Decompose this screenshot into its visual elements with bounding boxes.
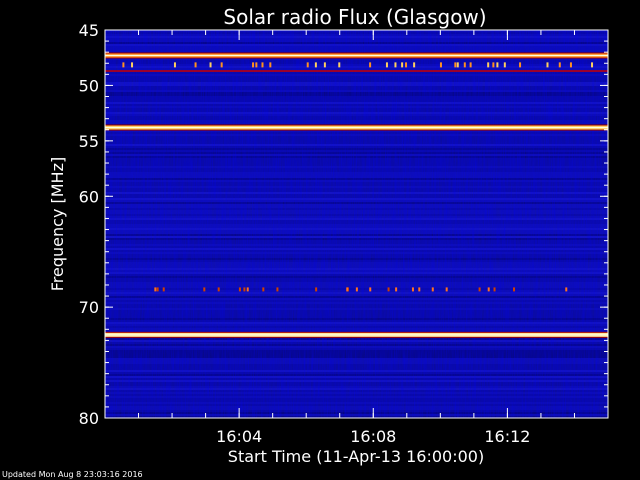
chart-title: Solar radio Flux (Glasgow) — [223, 5, 486, 29]
burst-dot — [217, 287, 220, 292]
band-core — [105, 126, 608, 129]
burst-dot — [355, 287, 358, 292]
burst-dot — [513, 287, 516, 292]
burst-dot — [401, 62, 404, 68]
burst-dot — [262, 287, 265, 292]
burst-dot — [431, 287, 434, 292]
x-tick-label: 16:12 — [484, 427, 530, 446]
burst-dot — [478, 287, 481, 292]
plot-frame — [104, 29, 609, 419]
burst-dot — [338, 62, 341, 68]
y-axis-label: Frequency [MHz] — [48, 157, 67, 291]
burst-dot — [246, 287, 249, 292]
burst-dot — [194, 62, 197, 68]
burst-dot — [252, 62, 255, 68]
burst-dot — [469, 62, 472, 68]
band-core — [105, 334, 608, 336]
burst-dot — [454, 62, 457, 68]
burst-dot — [122, 62, 125, 68]
burst-dot — [519, 62, 522, 68]
y-tick-label: 70 — [79, 298, 99, 317]
x-tick-label: 16:08 — [350, 427, 396, 446]
burst-dot — [411, 287, 414, 292]
y-tick-label: 60 — [79, 187, 99, 206]
y-tick-label: 45 — [79, 21, 99, 40]
burst-dot — [492, 62, 495, 68]
burst-dot — [131, 62, 134, 68]
burst-dot — [565, 287, 568, 292]
burst-dots — [122, 62, 594, 292]
burst-dot — [385, 62, 388, 68]
burst-dot — [558, 62, 561, 68]
updated-timestamp: Updated Mon Aug 8 23:03:16 2016 — [2, 470, 143, 479]
burst-dot — [346, 287, 349, 292]
burst-dot — [369, 62, 372, 68]
burst-dot — [203, 287, 206, 292]
burst-dot — [173, 62, 176, 68]
burst-dot — [261, 62, 264, 68]
burst-dot — [413, 62, 416, 68]
x-axis: 16:04 16:08 16:12 — [138, 30, 575, 446]
burst-dot — [496, 62, 499, 68]
burst-dot — [269, 62, 272, 68]
burst-dot — [387, 287, 390, 292]
burst-dot — [154, 287, 157, 292]
x-tick-label: 16:04 — [216, 427, 262, 446]
bright-bands — [105, 52, 608, 338]
burst-dot — [456, 62, 459, 68]
y-tick-label: 80 — [79, 409, 99, 428]
burst-dot — [591, 62, 594, 68]
heatmap-noise — [105, 30, 608, 418]
burst-dot — [314, 62, 317, 68]
burst-dot — [503, 62, 506, 68]
x-axis-label: Start Time (11-Apr-13 16:00:00) — [228, 447, 484, 466]
burst-dot — [276, 287, 279, 292]
burst-dot — [445, 287, 448, 292]
burst-dot — [487, 287, 490, 292]
burst-dot — [463, 62, 466, 68]
burst-dot — [243, 287, 246, 292]
burst-dot — [306, 62, 309, 68]
burst-dot — [255, 62, 258, 68]
burst-dot — [162, 287, 165, 292]
band-secondary — [105, 70, 608, 73]
burst-dot — [439, 62, 442, 68]
y-tick-label: 55 — [79, 132, 99, 151]
burst-dot — [493, 287, 496, 292]
burst-dot — [394, 62, 397, 68]
burst-dot — [323, 62, 326, 68]
y-tick-label: 50 — [79, 76, 99, 95]
burst-dot — [487, 62, 490, 68]
burst-dot — [220, 62, 223, 68]
burst-dot — [315, 287, 318, 292]
band-core — [105, 54, 608, 57]
burst-dot — [369, 287, 372, 292]
burst-dot — [546, 62, 549, 68]
burst-dot — [238, 287, 241, 292]
burst-dot — [569, 62, 572, 68]
plot-area: 45 50 55 60 70 80 16:04 16:08 16:12 — [79, 21, 609, 446]
burst-dot — [418, 287, 421, 292]
y-axis: 45 50 55 60 70 80 — [79, 21, 608, 428]
burst-dot — [405, 62, 408, 68]
burst-dot — [395, 287, 398, 292]
burst-dot — [209, 62, 212, 68]
burst-dot — [156, 287, 159, 292]
